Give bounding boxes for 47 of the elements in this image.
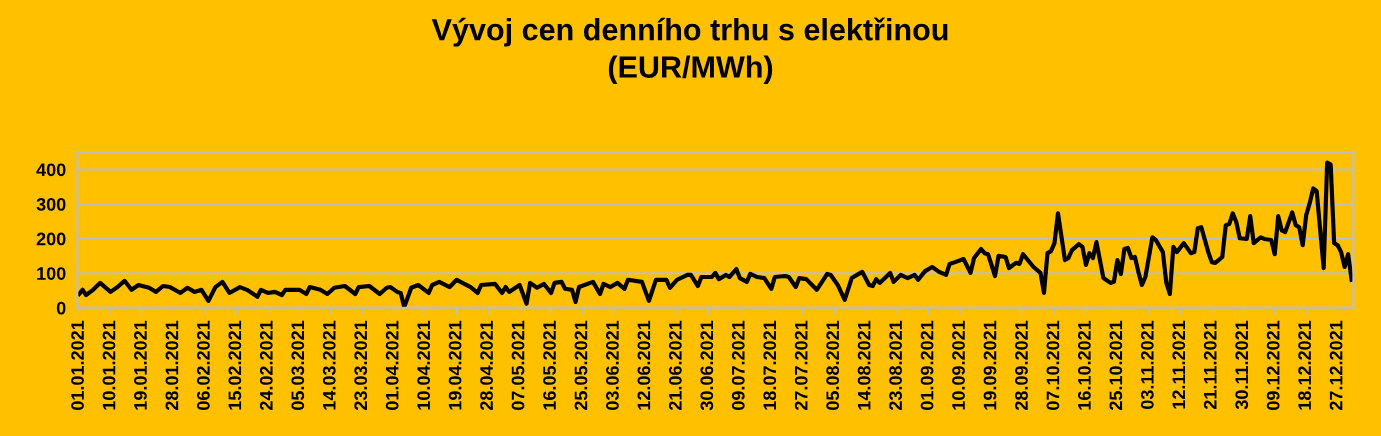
x-tick-label: 28.01.2021: [165, 320, 179, 411]
x-tick-label: 16.05.2021: [543, 320, 556, 410]
x-tick-label: 07.05.2021: [511, 320, 525, 410]
x-tick-label: 05.08.2021: [826, 320, 840, 410]
x-tick-label: 10.04.2021: [417, 320, 431, 410]
x-tick-label: 30.11.2021: [1235, 320, 1249, 410]
x-tick-label: 10.01.2021: [102, 320, 116, 410]
x-tick-label: 25.10.2021: [1109, 320, 1123, 411]
x-tick-label: 19.09.2021: [983, 320, 997, 410]
x-tick-label: 16.10.2021: [1078, 320, 1091, 410]
y-tick-label: 100: [37, 267, 66, 280]
x-tick-label: 21.11.2021: [1203, 320, 1217, 410]
x-tick-label: 28.04.2021: [480, 320, 493, 411]
y-tick-label: 200: [36, 232, 66, 246]
x-tick-label: 07.10.2021: [1046, 320, 1060, 410]
x-tick-label: 01.09.2021: [920, 320, 934, 410]
x-tick-label: 27.12.2021: [1329, 320, 1343, 411]
x-tick-label: 06.02.2021: [197, 320, 210, 410]
x-tick-label: 24.02.2021: [259, 320, 273, 411]
x-tick-label: 14.08.2021: [857, 320, 871, 410]
x-tick-label: 12.06.2021: [637, 320, 651, 410]
x-tick-label: 19.01.2021: [134, 320, 147, 410]
x-tick-label: 30.06.2021: [700, 320, 714, 411]
x-tick-label: 05.03.2021: [291, 320, 305, 410]
x-tick-label: 18.07.2021: [763, 320, 777, 410]
x-tick-label: 03.06.2021: [606, 320, 619, 410]
x-tick-label: 01.04.2021: [385, 320, 399, 410]
x-tick-label: 23.03.2021: [354, 320, 368, 411]
x-tick-label: 27.07.2021: [794, 320, 808, 411]
x-tick-label: 25.05.2021: [574, 320, 588, 411]
x-tick-label: 12.11.2021: [1172, 320, 1186, 409]
y-tick-label: 300: [36, 197, 66, 211]
x-tick-label: 10.09.2021: [952, 320, 965, 410]
chart-title: Vývoj cen denního trhu s elektřinou (EUR/MWh): [431, 17, 948, 84]
x-tick-label: 15.02.2021: [228, 320, 242, 410]
x-tick-label: 09.12.2021: [1266, 320, 1280, 410]
y-tick-label: 400: [36, 163, 66, 177]
x-tick-label: 14.03.2021: [322, 320, 336, 410]
x-tick-label: 18.12.2021: [1298, 320, 1312, 410]
x-tick-label: 09.07.2021: [731, 320, 745, 410]
y-tick-label: 0: [56, 301, 66, 315]
x-tick-label: 21.06.2021: [668, 320, 682, 411]
x-tick-label: 03.11.2021: [1140, 320, 1154, 409]
x-tick-label: 23.08.2021: [889, 320, 903, 411]
x-tick-label: 01.01.2021: [71, 320, 84, 410]
x-tick-label: 19.04.2021: [448, 320, 462, 410]
x-tick-label: 28.09.2021: [1015, 320, 1028, 411]
